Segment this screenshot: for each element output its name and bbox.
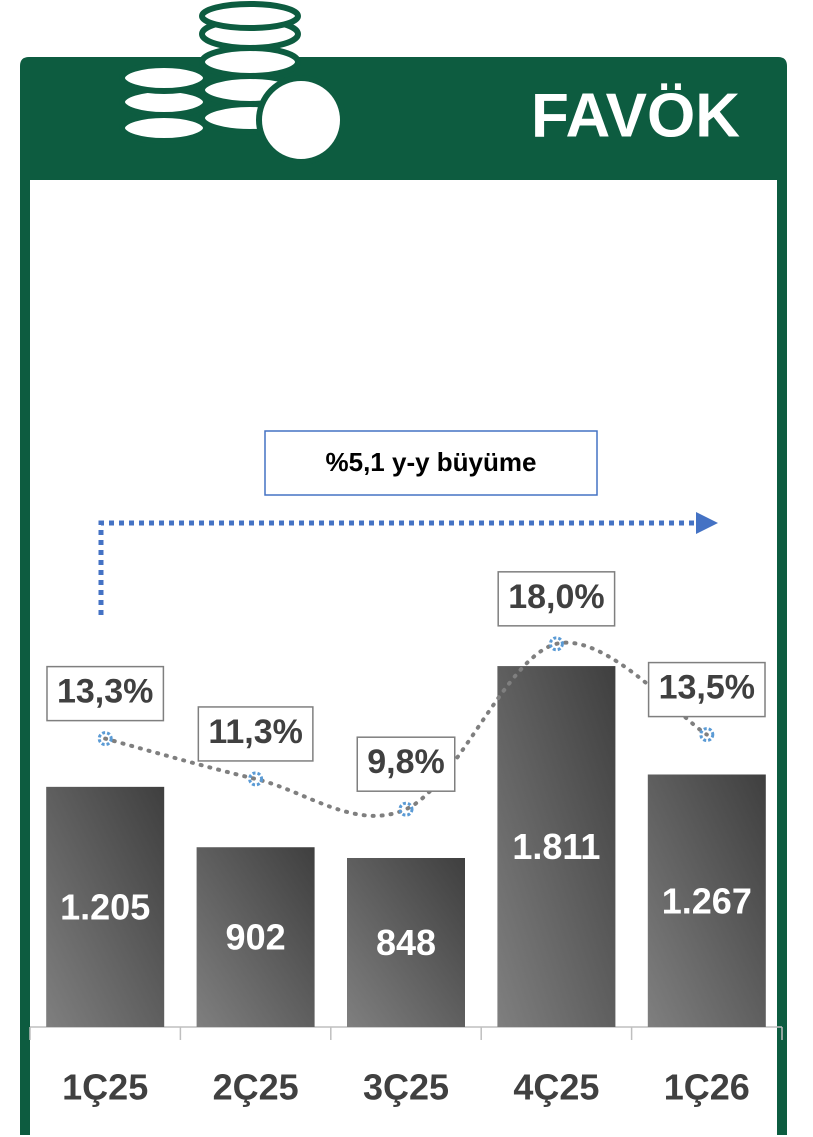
- bar-value-label: 1.205: [60, 886, 150, 927]
- margin-label: 13,3%: [57, 673, 153, 711]
- annotation-box: [264, 430, 598, 496]
- x-tick-label: 4Ç25: [513, 1067, 599, 1108]
- coins-icon: [119, 1, 346, 165]
- margin-label-box: [647, 661, 766, 718]
- margin-marker: [97, 731, 113, 747]
- margin-label-box: [356, 736, 456, 792]
- margin-line: [103, 640, 709, 818]
- margin-label-box: [46, 665, 165, 722]
- bar-value-label: 902: [226, 917, 286, 958]
- arrow-head: [696, 512, 718, 534]
- margin-label-box: [497, 571, 616, 627]
- margin-label: 11,3%: [208, 713, 303, 751]
- margin-marker: [398, 801, 414, 817]
- bar: [497, 666, 616, 1027]
- x-tick-label: 3Ç25: [363, 1067, 449, 1108]
- margin-label: 13,5%: [659, 669, 755, 707]
- margin-marker: [248, 771, 264, 787]
- margin-marker: [548, 636, 564, 652]
- x-tick-label: 1Ç25: [62, 1067, 148, 1108]
- x-tick-label: 1Ç26: [664, 1067, 750, 1108]
- chart-title: FAVÖK: [531, 81, 740, 150]
- margin-label: 18,0%: [508, 578, 604, 616]
- bar-value-label: 848: [376, 922, 436, 963]
- x-tick-label: 2Ç25: [213, 1067, 299, 1108]
- bar-value-label: 1.811: [512, 826, 600, 867]
- growth-arrow: [98, 520, 698, 615]
- margin-marker: [699, 727, 715, 743]
- annotation: %5,1 y-y büyüme: [326, 447, 537, 477]
- bar: [196, 847, 315, 1027]
- bar: [46, 786, 165, 1027]
- bar: [347, 857, 465, 1027]
- margin-label: 9,8%: [367, 743, 445, 781]
- bar: [647, 774, 766, 1027]
- margin-label-box: [197, 706, 314, 762]
- bar-value-label: 1.267: [662, 880, 752, 921]
